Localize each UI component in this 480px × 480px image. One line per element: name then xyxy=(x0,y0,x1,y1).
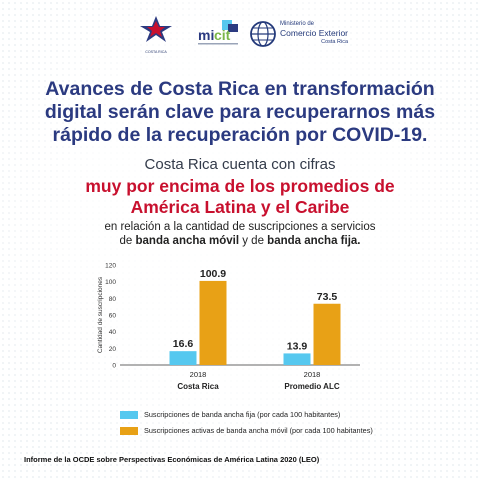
legend-label: Suscripciones activas de banda ancha móv… xyxy=(144,426,373,435)
headline: Avances de Costa Rica en transformación … xyxy=(0,78,480,147)
y-tick-label: 40 xyxy=(109,329,117,336)
highlight-text: muy por encima de los promedios de Améri… xyxy=(0,176,480,218)
relation-line-1: en relación a la cantidad de suscripcion… xyxy=(104,221,376,233)
costa-rica-logo: COSTA RICA xyxy=(136,14,176,54)
y-tick-label: 80 xyxy=(109,296,117,303)
x-tick-year: 2018 xyxy=(190,370,207,379)
comex-line-1: Ministerio de xyxy=(280,21,315,27)
micitt-logo-mark: mi cit xyxy=(198,20,238,45)
logo-bar: COSTA RICA mi cit Ministerio de Comercio… xyxy=(0,14,480,60)
relation-line-2: de banda ancha móvil y de banda ancha fi… xyxy=(0,234,480,248)
headline-line-3: rápido de la recuperación por COVID-19. xyxy=(52,124,428,146)
legend-item: Suscripciones de banda ancha fija (por c… xyxy=(120,410,340,419)
y-tick-label: 60 xyxy=(109,313,117,320)
legend-swatch xyxy=(120,426,138,435)
source-note: Informe de la OCDE sobre Perspectivas Ec… xyxy=(24,455,320,464)
y-tick-label: 0 xyxy=(112,363,116,370)
x-tick-year: 2018 xyxy=(304,370,321,379)
y-tick-label: 20 xyxy=(109,346,117,353)
bar-mobile xyxy=(199,280,227,365)
bar-fixed xyxy=(283,353,311,365)
data-label: 16.6 xyxy=(173,338,194,350)
relation-pre: de xyxy=(119,235,136,247)
micitt-logo: mi cit xyxy=(196,18,240,53)
cr-logo-caption: COSTA RICA xyxy=(145,50,167,54)
headline-line-1: Avances de Costa Rica en transformación xyxy=(45,78,435,100)
comex-logo-text: Ministerio de Comercio Exterior Costa Ri… xyxy=(280,20,348,47)
globe-icon xyxy=(250,20,276,47)
x-tick-category: Costa Rica xyxy=(177,382,219,391)
relation-bold-mobile: banda ancha móvil xyxy=(135,235,240,247)
bar-fixed xyxy=(169,351,197,365)
svg-text:cit: cit xyxy=(214,27,231,43)
relation-bold-fixed: banda ancha fija. xyxy=(267,235,361,247)
data-label: 100.9 xyxy=(200,268,226,280)
svg-text:mi: mi xyxy=(198,27,214,43)
subtitle: Costa Rica cuenta con cifras xyxy=(144,156,336,173)
data-label: 73.5 xyxy=(317,291,338,303)
comex-logo: Ministerio de Comercio Exterior Costa Ri… xyxy=(250,20,360,47)
legend-item: Suscripciones activas de banda ancha móv… xyxy=(120,426,373,435)
comex-line-2: Comercio Exterior xyxy=(280,28,349,38)
y-axis-label: Cantidad de suscripciones xyxy=(97,276,104,353)
y-tick-label: 100 xyxy=(105,279,116,286)
relation-text: en relación a la cantidad de suscripcion… xyxy=(0,220,480,248)
bar-mobile xyxy=(313,303,341,365)
legend-swatch xyxy=(120,410,138,419)
star-emblem-icon xyxy=(140,16,172,42)
legend-label: Suscripciones de banda ancha fija (por c… xyxy=(144,410,341,419)
highlight-line-2: América Latina y el Caribe xyxy=(130,197,350,217)
relation-mid: y de xyxy=(239,235,268,247)
y-tick-label: 120 xyxy=(105,263,116,270)
comex-line-3: Costa Rica xyxy=(321,39,349,45)
x-tick-category: Promedio ALC xyxy=(284,382,339,391)
data-label: 13.9 xyxy=(287,340,308,352)
highlight-line-1: muy por encima de los promedios de xyxy=(85,176,395,196)
headline-line-2: digital serán clave para recuperarnos má… xyxy=(44,101,436,123)
